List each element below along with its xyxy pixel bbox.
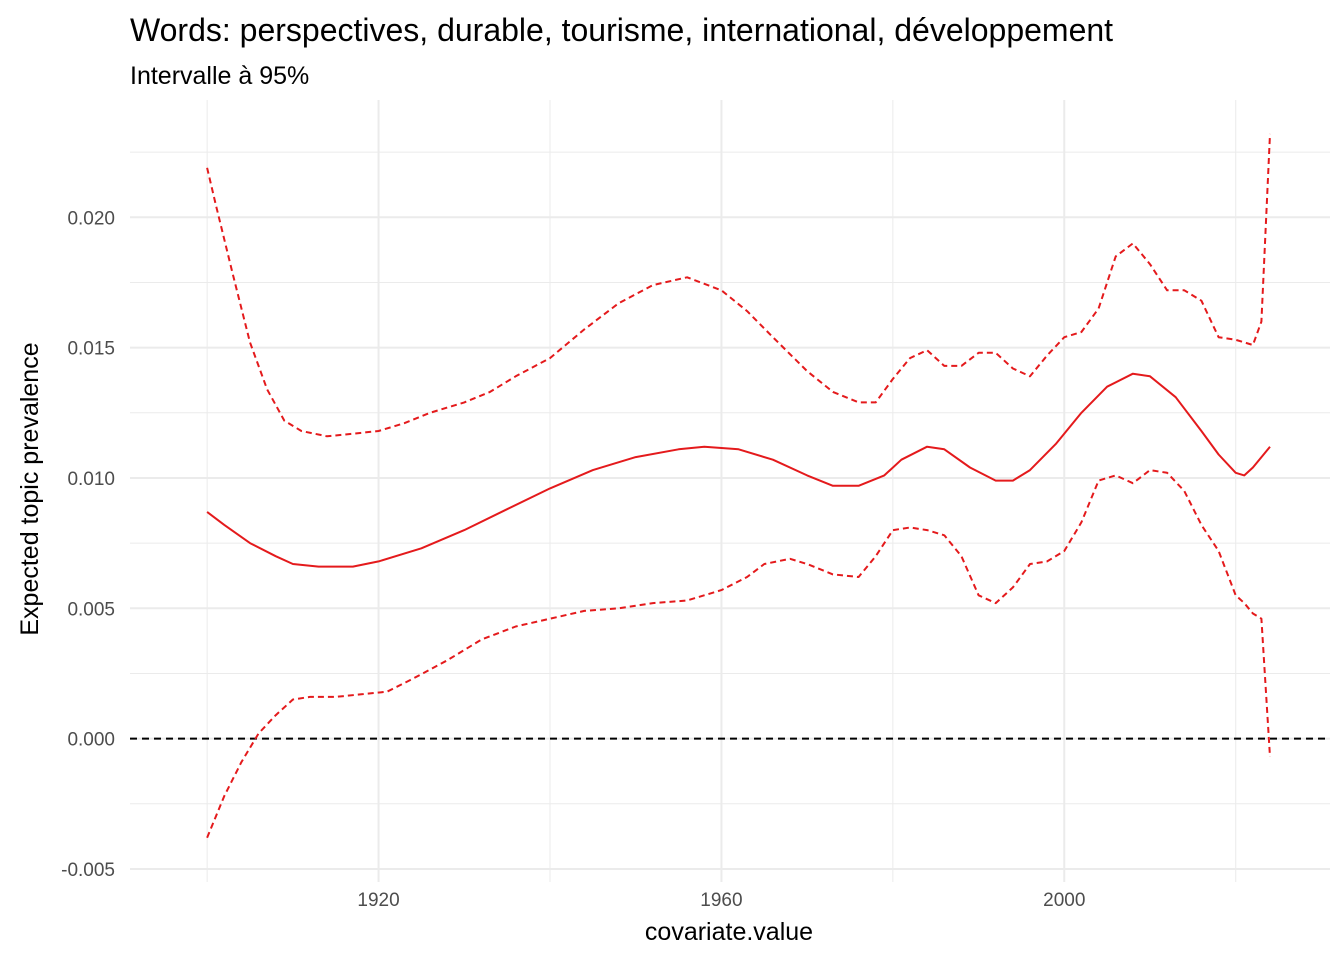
x-tick-label: 2000 [1043, 890, 1085, 911]
series-layer [206, 133, 1271, 839]
chart-title: Words: perspectives, durable, tourisme, … [130, 12, 1113, 48]
chart-subtitle: Intervalle à 95% [130, 62, 309, 90]
y-tick-label: 0.020 [67, 208, 115, 229]
y-tick-label: 0.010 [67, 469, 115, 490]
minor-gridlines [130, 100, 1330, 882]
y-tick-label: -0.005 [61, 860, 115, 881]
y-tick-labels: -0.005 0.000 0.005 0.010 0.015 0.020 [61, 208, 115, 881]
y-tick-label: 0.005 [67, 599, 115, 620]
x-tick-label: 1920 [357, 890, 399, 911]
y-axis-title: Expected topic prevalence [16, 342, 44, 635]
y-tick-label: 0.000 [67, 730, 115, 751]
major-gridlines [130, 100, 1330, 882]
upper-ci-line [206, 133, 1271, 438]
y-tick-label: 0.015 [67, 339, 115, 360]
lower-ci-line [206, 469, 1271, 839]
x-tick-labels: 1920 1960 2000 [357, 890, 1085, 911]
mean-prevalence-line [206, 372, 1271, 568]
x-tick-label: 1960 [700, 890, 742, 911]
x-axis-title: covariate.value [645, 918, 813, 946]
